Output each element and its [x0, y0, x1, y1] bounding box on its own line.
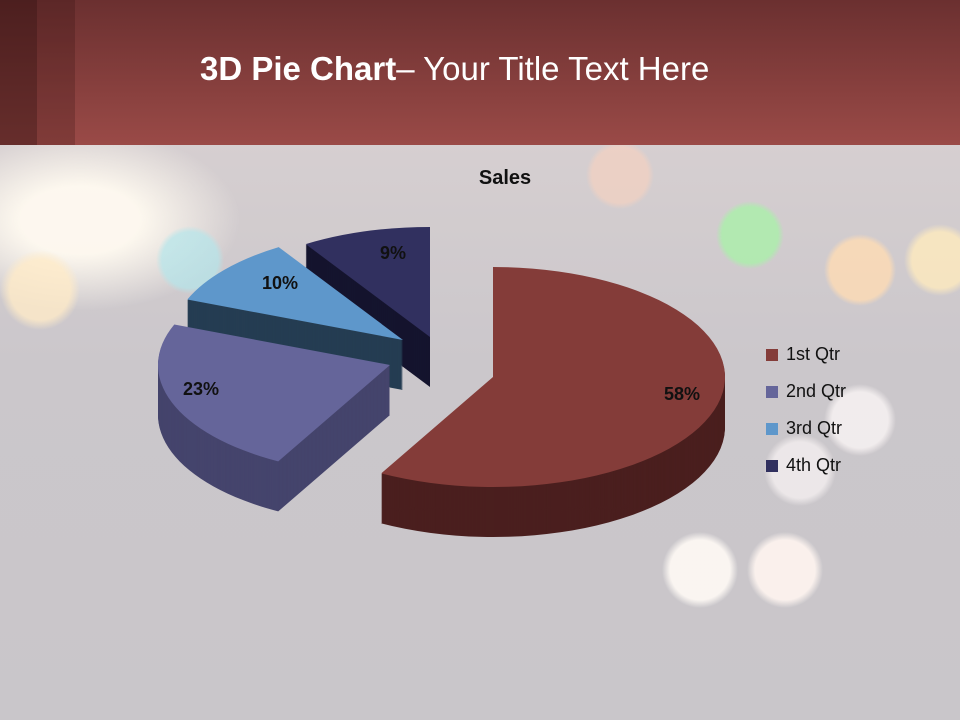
title-bold: 3D Pie Chart	[200, 50, 397, 87]
legend: 1st Qtr 2nd Qtr 3rd Qtr 4th Qtr	[766, 336, 846, 484]
legend-swatch	[766, 385, 778, 398]
data-label: 58%	[664, 384, 700, 404]
legend-label: 3rd Qtr	[786, 418, 843, 438]
data-label: 10%	[262, 273, 298, 293]
slide-title[interactable]: 3D Pie Chart– Your Title Text Here	[200, 50, 709, 88]
slice-top	[305, 227, 430, 337]
legend-swatch	[766, 348, 778, 361]
data-label: 23%	[183, 379, 219, 399]
legend-swatch	[766, 422, 778, 435]
legend-swatch	[766, 459, 778, 472]
pie-slice-1[interactable]	[381, 267, 726, 537]
legend-label: 1st Qtr	[786, 344, 841, 364]
decor-strip	[37, 0, 75, 145]
title-bar: 3D Pie Chart– Your Title Text Here	[0, 0, 960, 145]
legend-item: 4th Qtr	[766, 447, 846, 484]
legend-label: 4th Qtr	[786, 455, 842, 475]
legend-label: 2nd Qtr	[786, 381, 847, 401]
slice-top	[157, 324, 390, 462]
pie-slice-2[interactable]	[157, 324, 390, 512]
slice-top	[381, 267, 725, 487]
decor-strip	[0, 0, 37, 145]
title-rest: – Your Title Text Here	[396, 50, 710, 87]
legend-item: 2nd Qtr	[766, 373, 846, 410]
legend-item: 1st Qtr	[766, 336, 846, 373]
legend-item: 3rd Qtr	[766, 410, 846, 447]
data-label: 9%	[380, 243, 406, 263]
chart-title: Sales	[478, 167, 532, 189]
slice-top	[187, 247, 403, 340]
